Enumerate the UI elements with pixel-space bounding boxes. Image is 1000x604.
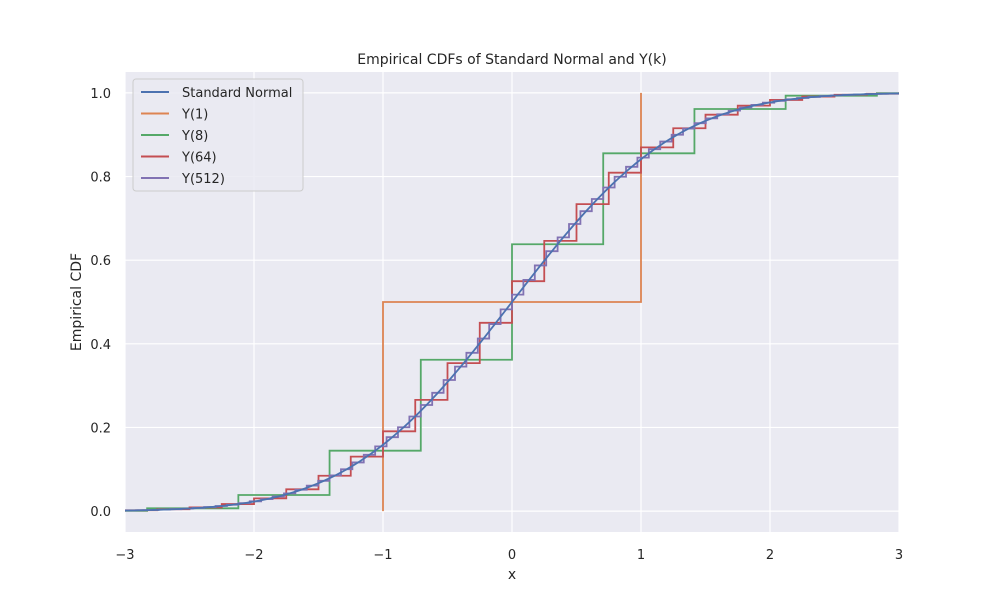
x-tick-label: −2 xyxy=(244,548,263,563)
y-tick-label: 0.6 xyxy=(90,254,111,269)
x-tick-label: 2 xyxy=(766,548,774,563)
x-tick-label: 3 xyxy=(895,548,903,563)
legend-label: Y(512) xyxy=(181,172,225,187)
y-tick-label: 0.2 xyxy=(90,421,111,436)
x-tick-label: 1 xyxy=(637,548,645,563)
y-tick-labels: 0.0 0.2 0.4 0.6 0.8 1.0 xyxy=(90,87,111,520)
series-layer xyxy=(125,92,899,512)
x-tick-label: −3 xyxy=(115,548,134,563)
legend-label: Y(8) xyxy=(181,129,208,144)
x-tick-label: 0 xyxy=(508,548,516,563)
legend: Standard Normal Y(1) Y(8) Y(64) Y(512) xyxy=(132,78,304,192)
legend-label: Y(64) xyxy=(181,151,217,166)
y-tick-label: 0.4 xyxy=(90,338,111,353)
y-tick-label: 0.8 xyxy=(90,171,111,186)
chart-title: Empirical CDFs of Standard Normal and Y(… xyxy=(357,52,666,68)
series-line-standard-normal xyxy=(125,92,899,512)
y-axis-label: Empirical CDF xyxy=(69,253,85,351)
x-tick-labels: −3 −2 −1 0 1 2 3 xyxy=(115,548,903,563)
x-axis-label: x xyxy=(508,567,516,583)
legend-label: Standard Normal xyxy=(182,86,292,101)
x-tick-label: −1 xyxy=(373,548,392,563)
legend-box xyxy=(132,78,304,192)
y-tick-label: 0.0 xyxy=(90,505,111,520)
legend-label: Y(1) xyxy=(181,108,208,123)
y-tick-label: 1.0 xyxy=(90,87,111,102)
